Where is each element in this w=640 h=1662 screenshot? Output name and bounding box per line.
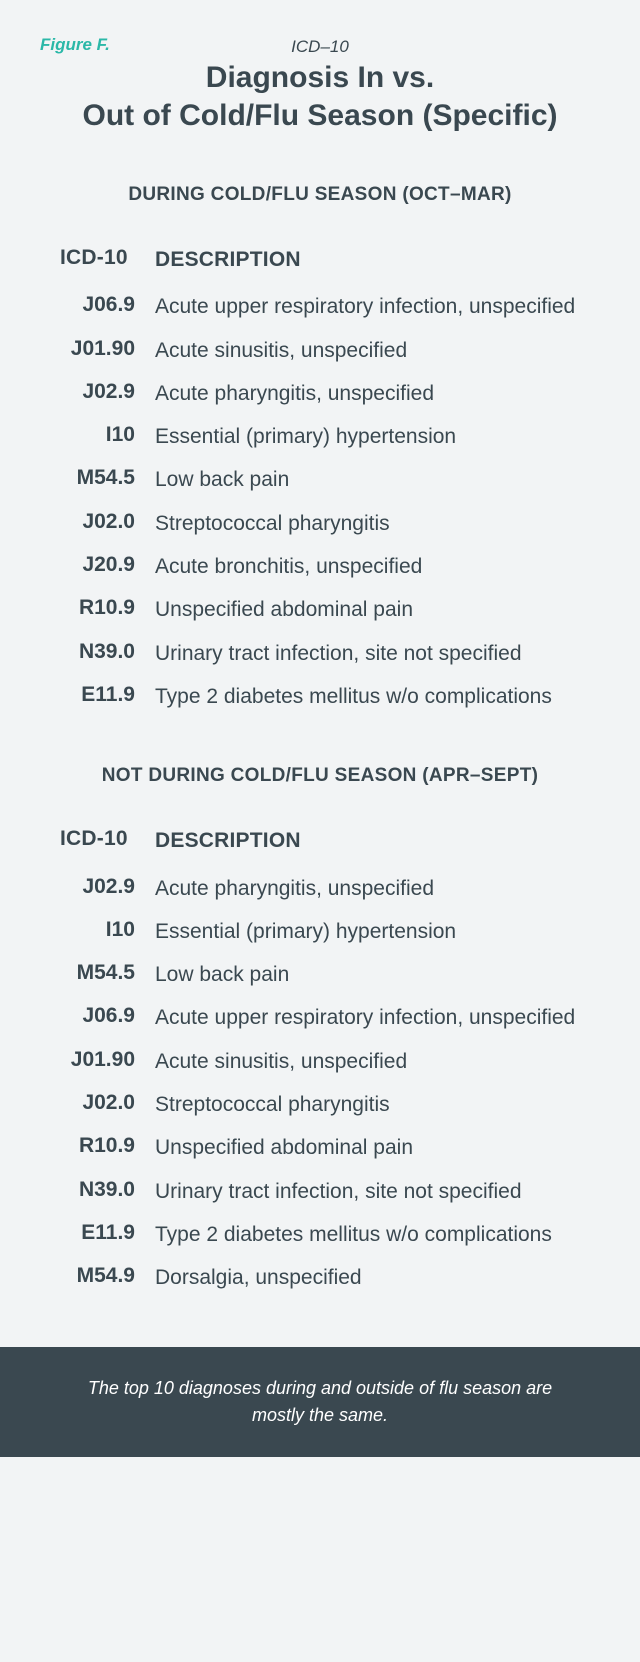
table-row: J01.90Acute sinusitis, unspecified [40, 337, 600, 364]
desc-cell: Dorsalgia, unspecified [155, 1264, 600, 1291]
code-cell: N39.0 [40, 640, 155, 664]
desc-cell: Acute upper respiratory infection, unspe… [155, 1004, 600, 1031]
desc-cell: Essential (primary) hypertension [155, 423, 600, 450]
desc-cell: Urinary tract infection, site not specif… [155, 1178, 600, 1205]
table-row: J02.0Streptococcal pharyngitis [40, 510, 600, 537]
desc-cell: Low back pain [155, 961, 600, 988]
table-header-row: ICD-10 DESCRIPTION [40, 246, 600, 273]
code-cell: R10.9 [40, 596, 155, 620]
desc-cell: Acute bronchitis, unspecified [155, 553, 600, 580]
table-row: E11.9Type 2 diabetes mellitus w/o compli… [40, 1221, 600, 1248]
col-header-desc: DESCRIPTION [155, 827, 600, 854]
table-row: N39.0Urinary tract infection, site not s… [40, 640, 600, 667]
desc-cell: Unspecified abdominal pain [155, 596, 600, 623]
section2-table: ICD-10 DESCRIPTION J02.9Acute pharyngiti… [40, 827, 600, 1291]
code-cell: J20.9 [40, 553, 155, 577]
table-row: R10.9Unspecified abdominal pain [40, 596, 600, 623]
code-cell: R10.9 [40, 1134, 155, 1158]
title-line-1: Diagnosis In vs. [206, 61, 434, 94]
code-cell: E11.9 [40, 1221, 155, 1245]
desc-cell: Streptococcal pharyngitis [155, 510, 600, 537]
table-row: M54.5Low back pain [40, 466, 600, 493]
page-content: Figure F. ICD–10 Diagnosis In vs. Out of… [0, 0, 640, 1292]
code-cell: I10 [40, 423, 155, 447]
desc-cell: Streptococcal pharyngitis [155, 1091, 600, 1118]
desc-cell: Type 2 diabetes mellitus w/o complicatio… [155, 683, 600, 710]
code-cell: M54.5 [40, 466, 155, 490]
code-cell: J06.9 [40, 293, 155, 317]
section1-table: ICD-10 DESCRIPTION J06.9Acute upper resp… [40, 246, 600, 710]
table-row: I10Essential (primary) hypertension [40, 918, 600, 945]
code-cell: J02.0 [40, 510, 155, 534]
table-row: J02.9Acute pharyngitis, unspecified [40, 380, 600, 407]
desc-cell: Urinary tract infection, site not specif… [155, 640, 600, 667]
desc-cell: Essential (primary) hypertension [155, 918, 600, 945]
section1-header: DURING COLD/FLU SEASON (OCT–MAR) [40, 184, 600, 206]
table-row: J06.9Acute upper respiratory infection, … [40, 293, 600, 320]
title-line-2: Out of Cold/Flu Season (Specific) [82, 99, 557, 132]
table-row: J02.0Streptococcal pharyngitis [40, 1091, 600, 1118]
table-header-row: ICD-10 DESCRIPTION [40, 827, 600, 854]
table-row: I10Essential (primary) hypertension [40, 423, 600, 450]
footer-caption: The top 10 diagnoses during and outside … [0, 1347, 640, 1457]
code-cell: N39.0 [40, 1178, 155, 1202]
code-cell: I10 [40, 918, 155, 942]
col-header-code: ICD-10 [40, 246, 155, 270]
col-header-code: ICD-10 [40, 827, 155, 851]
code-cell: J06.9 [40, 1004, 155, 1028]
code-cell: M54.5 [40, 961, 155, 985]
table-row: R10.9Unspecified abdominal pain [40, 1134, 600, 1161]
code-cell: J02.0 [40, 1091, 155, 1115]
table-row: M54.9Dorsalgia, unspecified [40, 1264, 600, 1291]
desc-cell: Unspecified abdominal pain [155, 1134, 600, 1161]
table-row: E11.9Type 2 diabetes mellitus w/o compli… [40, 683, 600, 710]
col-header-desc: DESCRIPTION [155, 246, 600, 273]
desc-cell: Low back pain [155, 466, 600, 493]
desc-cell: Acute sinusitis, unspecified [155, 337, 600, 364]
code-cell: J02.9 [40, 875, 155, 899]
table-row: M54.5Low back pain [40, 961, 600, 988]
table-row: J20.9Acute bronchitis, unspecified [40, 553, 600, 580]
desc-cell: Type 2 diabetes mellitus w/o complicatio… [155, 1221, 600, 1248]
table-row: J01.90Acute sinusitis, unspecified [40, 1048, 600, 1075]
desc-cell: Acute sinusitis, unspecified [155, 1048, 600, 1075]
code-cell: J01.90 [40, 1048, 155, 1072]
desc-cell: Acute upper respiratory infection, unspe… [155, 293, 600, 320]
icd-label: ICD–10 [40, 37, 600, 57]
section2-header: NOT DURING COLD/FLU SEASON (APR–SEPT) [40, 765, 600, 787]
code-cell: E11.9 [40, 683, 155, 707]
table-row: N39.0Urinary tract infection, site not s… [40, 1178, 600, 1205]
desc-cell: Acute pharyngitis, unspecified [155, 875, 600, 902]
table-row: J02.9Acute pharyngitis, unspecified [40, 875, 600, 902]
code-cell: J02.9 [40, 380, 155, 404]
code-cell: M54.9 [40, 1264, 155, 1288]
code-cell: J01.90 [40, 337, 155, 361]
table-row: J06.9Acute upper respiratory infection, … [40, 1004, 600, 1031]
page-title: Diagnosis In vs. Out of Cold/Flu Season … [40, 59, 600, 134]
desc-cell: Acute pharyngitis, unspecified [155, 380, 600, 407]
